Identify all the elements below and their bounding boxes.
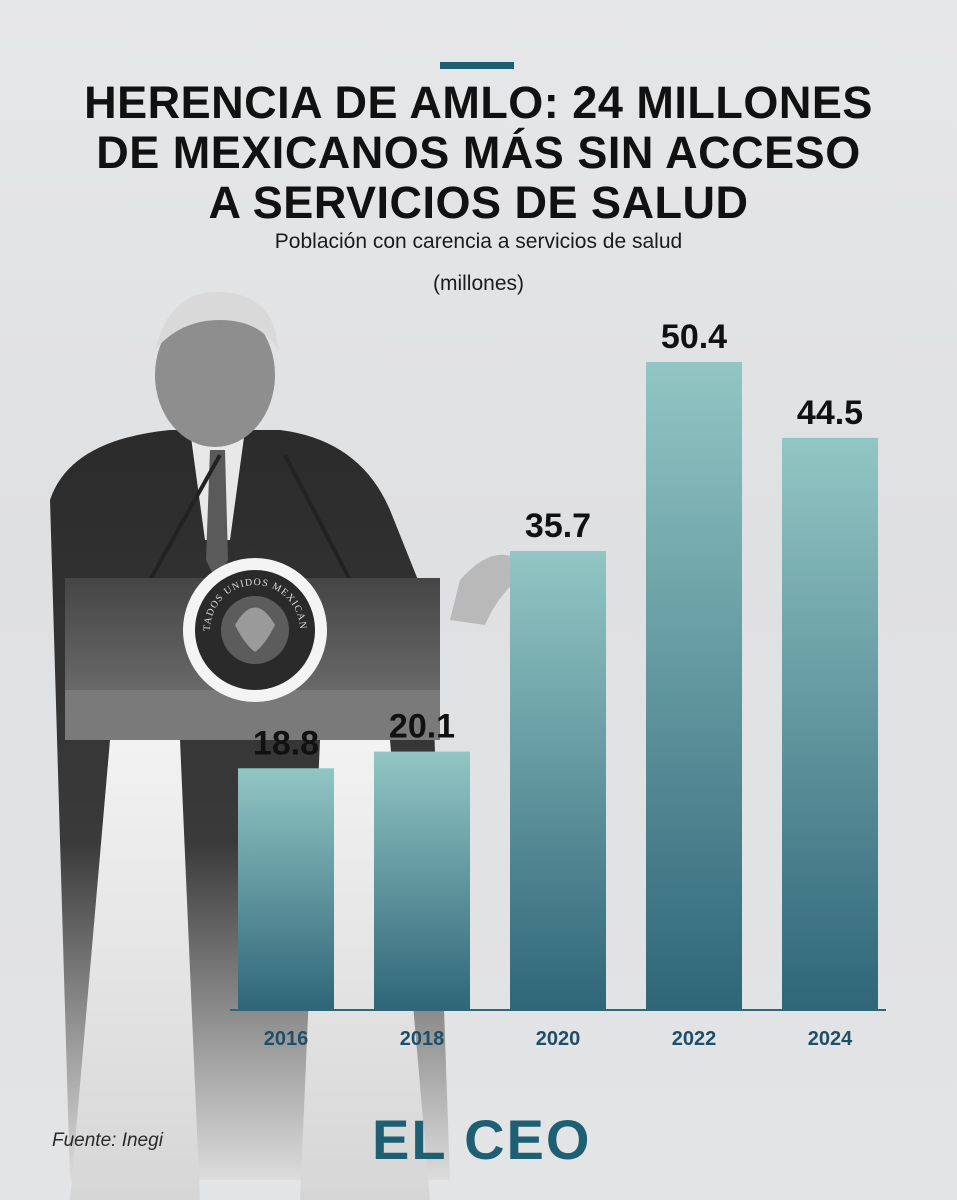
tick-label-2022: 2022 — [672, 1028, 717, 1050]
chart-units: (millones) — [432, 272, 524, 295]
value-label-2024: 44.5 — [797, 394, 863, 432]
brand-logo: EL CEO — [372, 1108, 592, 1171]
value-label-2018: 20.1 — [389, 708, 455, 746]
title-accent-bar — [440, 62, 514, 69]
chart-subtitle: Población con carencia a servicios de sa… — [274, 230, 683, 253]
title-line-1: HERENCIA DE AMLO: 24 MILLONES — [84, 77, 873, 128]
tick-label-2024: 2024 — [808, 1028, 853, 1050]
tick-label-2018: 2018 — [400, 1028, 445, 1050]
value-label-2020: 35.7 — [525, 507, 591, 545]
page-title: HERENCIA DE AMLO: 24 MILLONES DE MEXICAN… — [40, 78, 917, 228]
title-line-3: A SERVICIOS DE SALUD — [208, 177, 749, 228]
bar-2022 — [646, 362, 742, 1010]
bar-2016 — [238, 768, 334, 1010]
value-label-2022: 50.4 — [661, 318, 727, 356]
title-line-2: DE MEXICANOS MÁS SIN ACCESO — [96, 127, 861, 178]
tick-label-2016: 2016 — [264, 1028, 309, 1050]
source-note: Fuente: Inegi — [52, 1130, 163, 1151]
bar-2020 — [510, 551, 606, 1010]
value-label-2016: 18.8 — [253, 724, 319, 762]
tick-label-2020: 2020 — [536, 1028, 581, 1050]
bar-2024 — [782, 437, 878, 1010]
bar-2018 — [374, 751, 470, 1010]
